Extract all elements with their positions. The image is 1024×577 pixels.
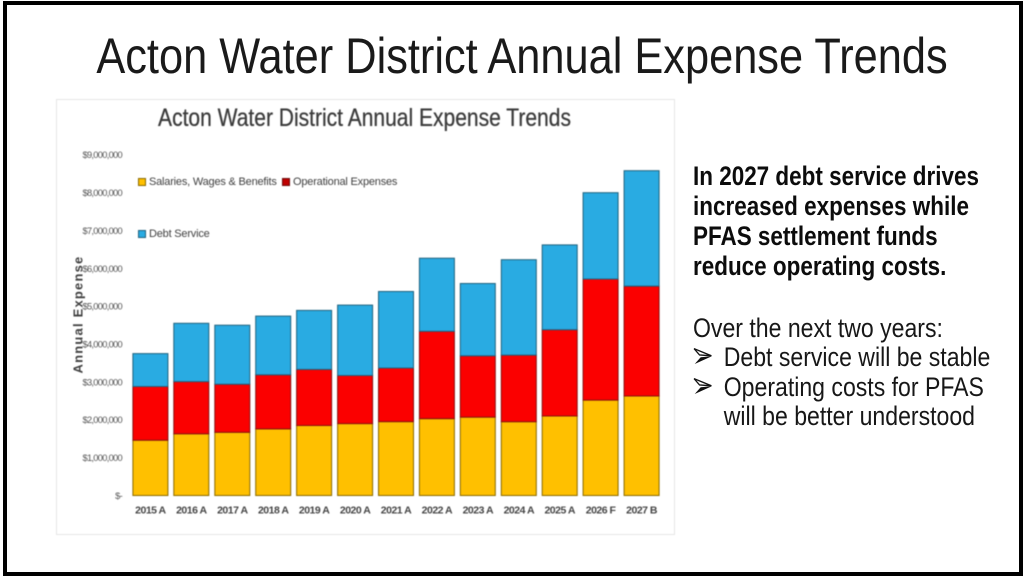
svg-text:$1,000,000: $1,000,000 (82, 453, 122, 463)
svg-text:2021 A: 2021 A (381, 505, 412, 517)
svg-text:2018 A: 2018 A (258, 505, 289, 517)
svg-text:$6,000,000: $6,000,000 (82, 264, 122, 274)
svg-text:2016 A: 2016 A (176, 505, 207, 517)
svg-text:$7,000,000: $7,000,000 (82, 226, 122, 236)
svg-text:2017 A: 2017 A (217, 505, 248, 517)
svg-text:$8,000,000: $8,000,000 (82, 188, 122, 198)
svg-text:2025 A: 2025 A (544, 505, 575, 517)
svg-text:$9,000,000: $9,000,000 (82, 150, 122, 160)
svg-text:$4,000,000: $4,000,000 (82, 340, 122, 350)
svg-text:$2,000,000: $2,000,000 (82, 415, 122, 425)
svg-text:$3,000,000: $3,000,000 (82, 377, 122, 387)
svg-text:2027 B: 2027 B (626, 505, 658, 517)
svg-text:2026 F: 2026 F (586, 505, 617, 517)
svg-text:2015 A: 2015 A (135, 505, 166, 517)
svg-text:2023 A: 2023 A (463, 505, 494, 517)
svg-text:2020 A: 2020 A (340, 505, 371, 517)
svg-text:2019 A: 2019 A (299, 505, 330, 517)
svg-text:$5,000,000: $5,000,000 (82, 302, 122, 312)
svg-text:$-: $- (115, 491, 122, 501)
svg-text:2024 A: 2024 A (504, 505, 535, 517)
svg-text:2022 A: 2022 A (422, 505, 453, 517)
